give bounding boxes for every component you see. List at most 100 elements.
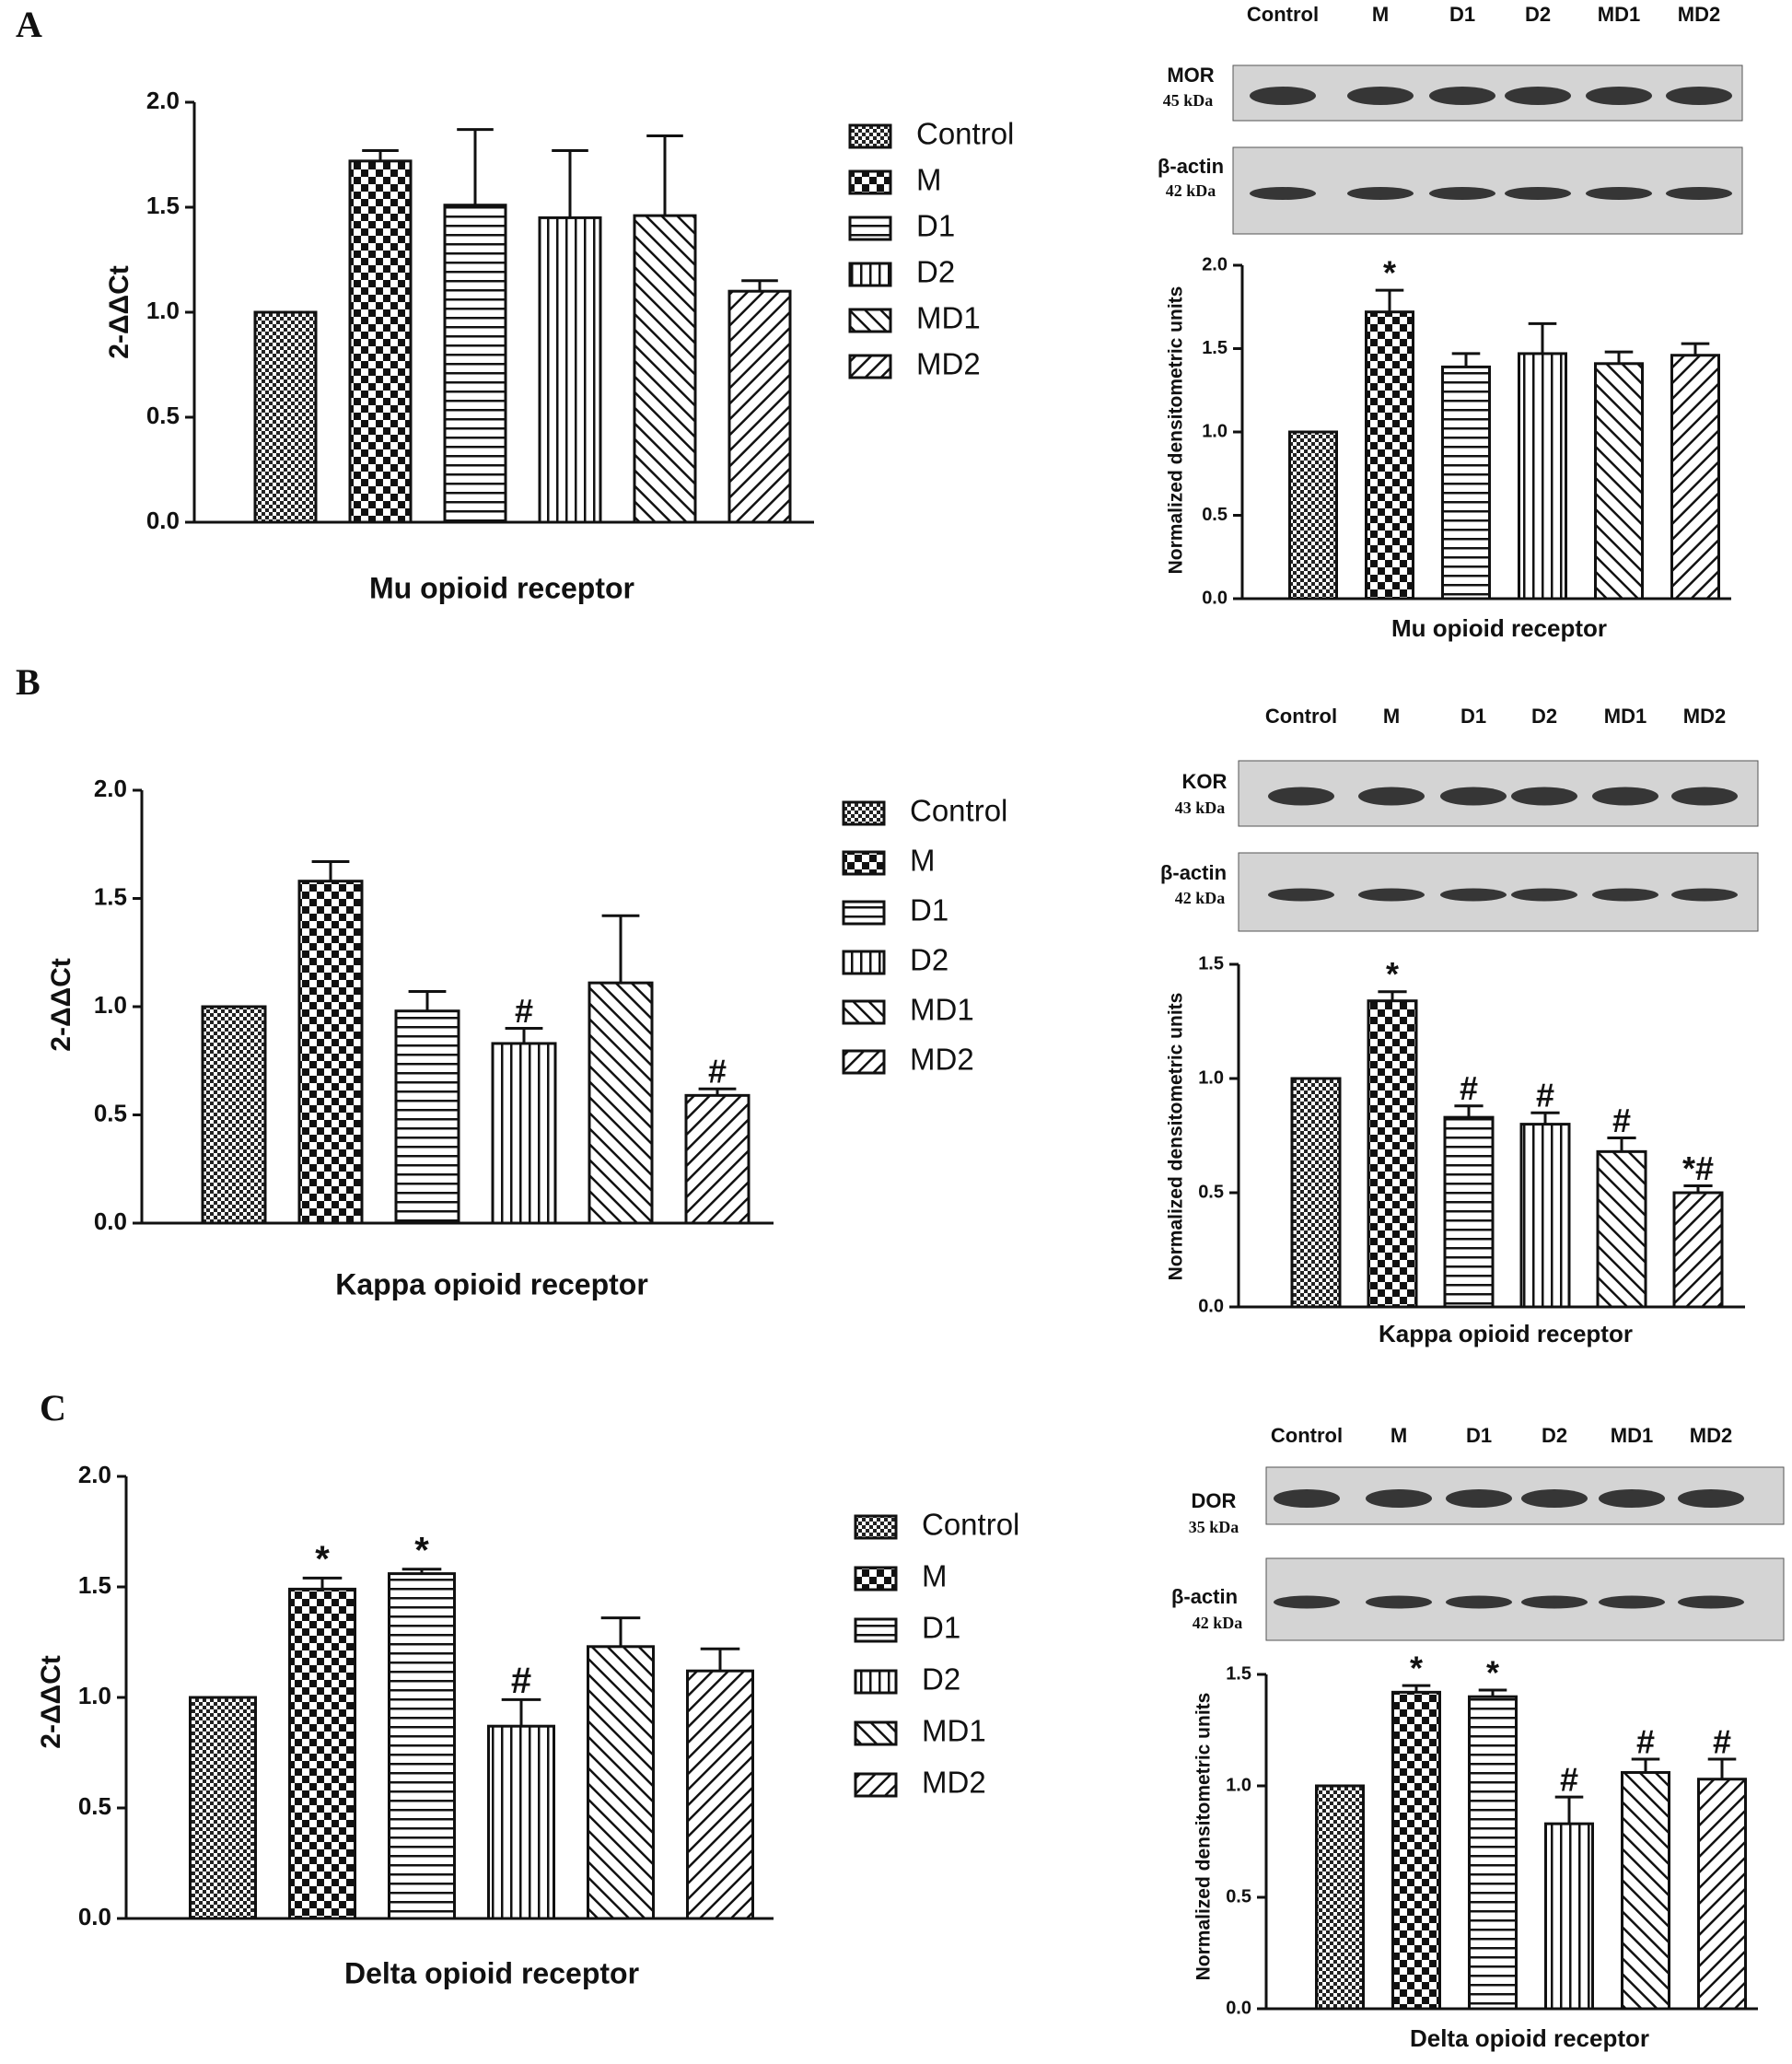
bar [487, 1724, 555, 1920]
y-axis-title: Normalized densitometric units [1193, 1693, 1215, 1981]
blot-band [1678, 1489, 1744, 1508]
bar [491, 1042, 557, 1225]
legend-label: D2 [922, 1662, 960, 1697]
bar [348, 159, 413, 524]
bar [1519, 1123, 1571, 1309]
blot-band [1592, 888, 1658, 902]
legend-swatch [848, 262, 892, 287]
bar [388, 1572, 456, 1920]
blot-band [1511, 888, 1577, 902]
panel-letter: C [40, 1387, 66, 1428]
bar [1288, 430, 1338, 601]
blot-band [1505, 187, 1571, 200]
lane-label: Control [1265, 705, 1337, 728]
x-axis-title: Delta opioid receptor [344, 1956, 639, 1989]
legend-label: MD1 [922, 1714, 986, 1748]
y-tick-label: 0.5 [1202, 505, 1228, 525]
error-bar [1604, 350, 1634, 364]
bar [253, 310, 318, 524]
legend-swatch [854, 1617, 898, 1643]
y-tick-label: 2.0 [94, 775, 127, 802]
error-bar [601, 914, 640, 984]
bar [1441, 365, 1491, 601]
significance-mark: * [1486, 1653, 1499, 1691]
error-bar [501, 1697, 541, 1727]
y-tick-label: 0.0 [78, 1903, 111, 1930]
bar [1290, 1077, 1342, 1309]
bar [1443, 1115, 1495, 1309]
protein-label: β-actin [1158, 155, 1224, 178]
panel-letter: A [16, 4, 42, 45]
bar [1365, 310, 1414, 601]
legend-swatch [854, 1772, 898, 1798]
significance-mark: # [1713, 1722, 1731, 1760]
legend-label: D1 [910, 893, 948, 927]
y-axis-title: Normalized densitometric units [1166, 286, 1187, 575]
lane-label: D2 [1525, 3, 1551, 26]
bar [297, 880, 364, 1225]
significance-mark: # [1560, 1760, 1578, 1798]
bar [1594, 362, 1644, 601]
error-bar [1402, 1684, 1431, 1693]
x-axis-title: Kappa opioid receptor [335, 1267, 648, 1300]
blot-band [1366, 1595, 1432, 1609]
significance-mark: # [511, 1661, 531, 1701]
blot-band [1268, 888, 1334, 902]
bar [1518, 352, 1567, 601]
bar [443, 204, 507, 524]
error-bar [311, 860, 350, 881]
blot-band [1440, 888, 1507, 902]
legend-label: Control [916, 117, 1014, 151]
legend-swatch [842, 900, 886, 926]
error-bar [1378, 990, 1407, 1001]
error-bar [457, 128, 494, 205]
y-axis-title: Normalized densitometric units [1166, 993, 1187, 1281]
protein-label: β-actin [1171, 1585, 1238, 1608]
error-bar [1478, 1688, 1507, 1697]
y-axis-title: 2-ΔΔCt [104, 265, 134, 358]
legend-label: M [916, 163, 942, 197]
significance-mark: # [1636, 1722, 1655, 1760]
y-tick-label: 0.0 [94, 1207, 127, 1235]
y-tick-label: 0.0 [1202, 588, 1228, 608]
y-tick-label: 0.5 [94, 1099, 127, 1126]
size-label: 42 kDa [1166, 181, 1216, 200]
blot-band [1274, 1595, 1340, 1609]
blot-band [1347, 187, 1414, 200]
y-tick-label: 1.5 [146, 192, 180, 219]
blot-band [1429, 187, 1495, 200]
protein-label: DOR [1192, 1489, 1237, 1512]
y-tick-label: 0.5 [1226, 1886, 1251, 1907]
legend-swatch [854, 1720, 898, 1746]
y-tick-label: 1.0 [146, 297, 180, 324]
blot-band [1671, 888, 1738, 902]
size-label: 42 kDa [1193, 1614, 1243, 1632]
y-tick-label: 1.5 [1202, 338, 1228, 358]
legend-swatch [842, 950, 886, 975]
error-bar [1451, 352, 1481, 367]
size-label: 43 kDa [1175, 799, 1226, 817]
error-bar [1631, 1757, 1660, 1773]
legend-swatch [848, 308, 892, 333]
bar [538, 216, 602, 524]
blot-band [1358, 787, 1425, 806]
legend-swatch [848, 216, 892, 241]
legend-label: MD1 [916, 301, 981, 335]
bar [1315, 1784, 1365, 2011]
error-bar [1707, 1757, 1737, 1779]
lane-label: D1 [1449, 3, 1475, 26]
error-bar [552, 148, 588, 218]
protein-label: MOR [1167, 64, 1214, 87]
legend-label: MD2 [922, 1766, 986, 1800]
lane-label: M [1391, 1424, 1407, 1447]
significance-mark: * [1386, 955, 1399, 993]
legend-label: D2 [916, 255, 955, 289]
significance-mark: # [1460, 1069, 1478, 1107]
significance-mark: * [315, 1539, 330, 1580]
error-bar [1528, 321, 1557, 354]
error-bar [1683, 1184, 1713, 1193]
lane-label: MD1 [1598, 3, 1640, 26]
bar [1621, 1770, 1670, 2011]
y-tick-label: 0.0 [146, 507, 180, 534]
